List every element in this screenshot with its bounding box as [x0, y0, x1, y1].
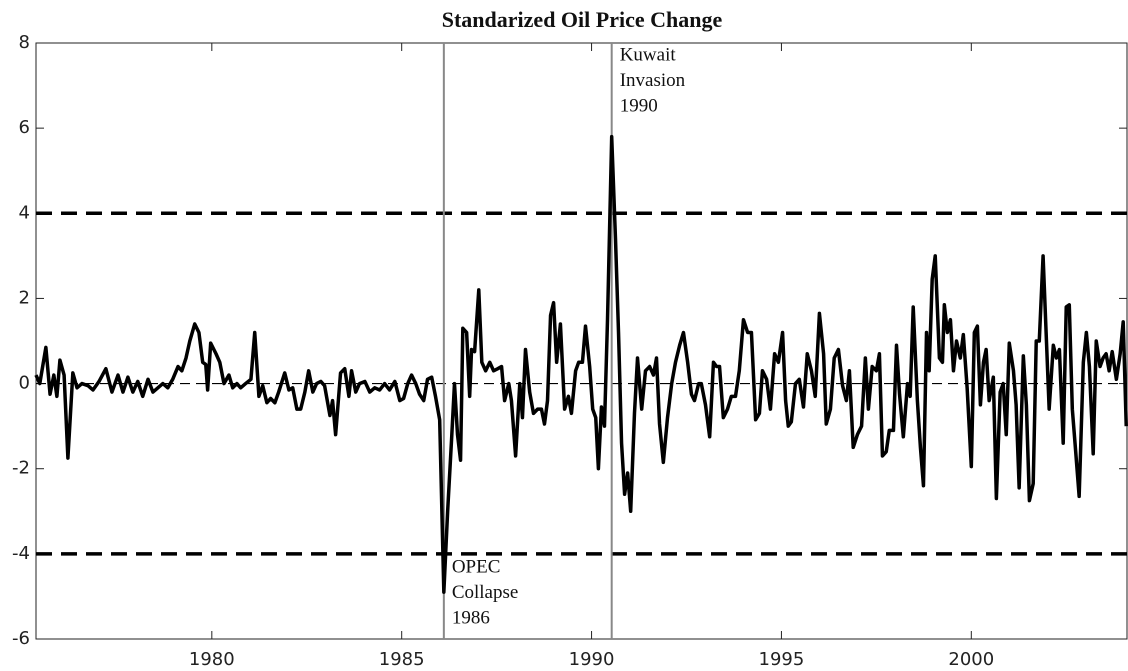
y-tick-label: 0: [19, 373, 30, 394]
event-label: 1986: [452, 607, 490, 628]
x-tick-label: 1995: [759, 649, 805, 670]
y-tick-label: 2: [19, 287, 30, 308]
y-tick-label: 8: [19, 32, 30, 53]
event-label: Invasion: [620, 70, 686, 91]
x-tick-label: 1985: [379, 649, 425, 670]
y-tick-label: -2: [12, 458, 30, 479]
plot-frame: [35, 42, 1128, 640]
event-label: OPEC: [452, 556, 501, 577]
y-tick-label: -4: [12, 543, 30, 564]
x-tick-label: 1990: [569, 649, 615, 670]
event-label: Kuwait: [620, 44, 677, 65]
y-tick-label: 6: [19, 117, 30, 138]
x-tick-label: 1980: [189, 649, 235, 670]
chart-title: Standarized Oil Price Change: [442, 7, 723, 32]
series-line: [34, 134, 1128, 594]
event-label: 1990: [620, 95, 658, 116]
y-tick-label: -6: [12, 628, 30, 649]
event-label: Collapse: [452, 582, 519, 603]
x-tick-label: 2000: [948, 649, 994, 670]
y-tick-label: 4: [19, 202, 30, 223]
